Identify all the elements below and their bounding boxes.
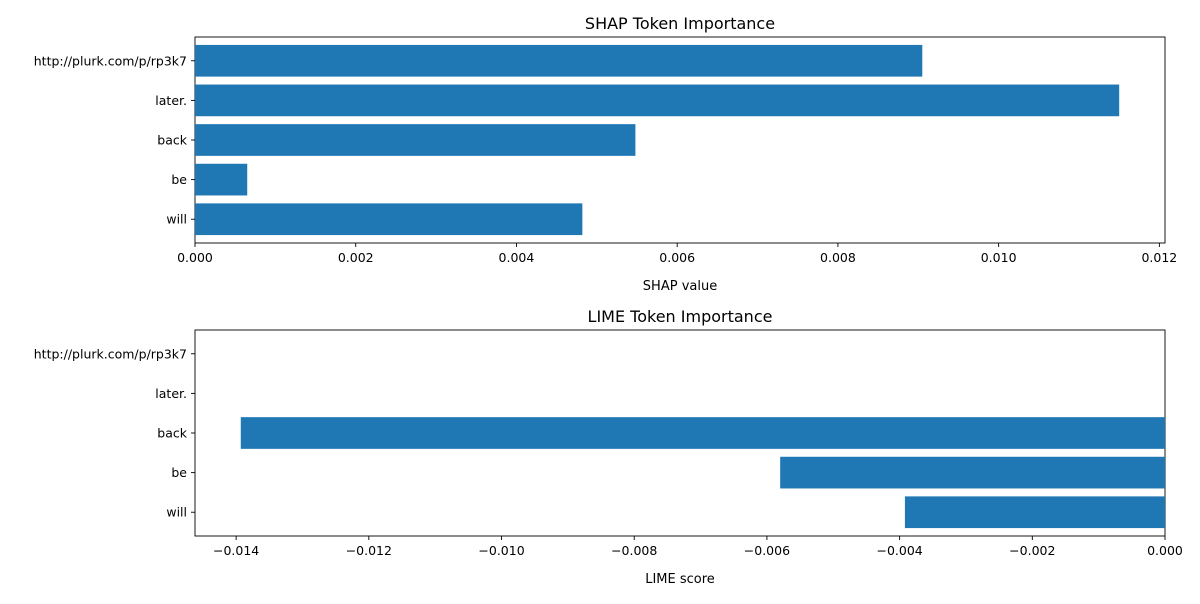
bar-be bbox=[780, 456, 1165, 489]
y-tick-label-will: will bbox=[166, 212, 187, 227]
x-tick-label: −0.008 bbox=[611, 543, 657, 558]
y-tick-label-http-plurk-com-p-rp3k7: http://plurk.com/p/rp3k7 bbox=[34, 346, 187, 361]
bar-back bbox=[195, 124, 636, 156]
y-tick-label-be: be bbox=[171, 465, 187, 480]
x-axis-label: LIME score bbox=[645, 572, 715, 587]
bar-later bbox=[195, 84, 1120, 117]
x-tick-label: 0.000 bbox=[1147, 543, 1183, 558]
y-tick-label-http-plurk-com-p-rp3k7: http://plurk.com/p/rp3k7 bbox=[34, 53, 187, 68]
chart-panel-1: http://plurk.com/p/rp3k7 later. back be will… bbox=[34, 14, 1178, 294]
y-tick-label-be: be bbox=[171, 172, 187, 187]
x-tick-label: 0.010 bbox=[981, 250, 1017, 265]
x-axis-label: SHAP value bbox=[643, 279, 717, 294]
chart-panel-2: http://plurk.com/p/rp3k7 later. back be will… bbox=[34, 307, 1183, 587]
x-tick-label: 0.004 bbox=[499, 250, 535, 265]
x-tick-label: 0.000 bbox=[177, 250, 213, 265]
y-tick-label-back: back bbox=[157, 133, 187, 148]
y-tick-label-will: will bbox=[166, 505, 187, 520]
bar-back bbox=[240, 417, 1165, 449]
bar-http-plurk-com-p-rp3k7 bbox=[195, 44, 923, 77]
x-tick-label: −0.010 bbox=[478, 543, 524, 558]
y-tick-label-later: later. bbox=[155, 386, 187, 401]
x-tick-label: −0.014 bbox=[213, 543, 259, 558]
x-tick-label: 0.012 bbox=[1141, 250, 1177, 265]
bar-be bbox=[195, 163, 248, 196]
chart-title: LIME Token Importance bbox=[588, 307, 773, 326]
y-tick-label-later: later. bbox=[155, 93, 187, 108]
x-tick-label: 0.008 bbox=[820, 250, 856, 265]
chart-title: SHAP Token Importance bbox=[585, 14, 775, 33]
y-tick-label-back: back bbox=[157, 426, 187, 441]
x-tick-label: −0.006 bbox=[744, 543, 790, 558]
x-tick-label: −0.002 bbox=[1009, 543, 1055, 558]
x-tick-label: −0.012 bbox=[346, 543, 392, 558]
x-tick-label: −0.004 bbox=[876, 543, 922, 558]
x-tick-label: 0.002 bbox=[338, 250, 374, 265]
x-tick-label: 0.006 bbox=[659, 250, 695, 265]
bar-will bbox=[904, 496, 1165, 529]
bar-will bbox=[195, 203, 583, 236]
